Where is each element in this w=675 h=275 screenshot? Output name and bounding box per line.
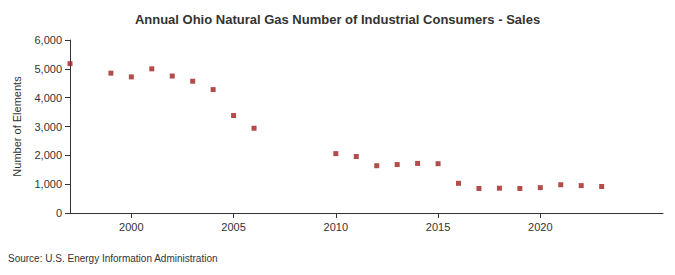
svg-text:4,000: 4,000 — [34, 92, 62, 104]
svg-text:6,000: 6,000 — [34, 34, 62, 46]
svg-text:Number of Elements: Number of Elements — [11, 76, 23, 177]
svg-text:2005: 2005 — [221, 221, 245, 233]
svg-text:3,000: 3,000 — [34, 121, 62, 133]
svg-text:2020: 2020 — [528, 221, 552, 233]
svg-text:2,000: 2,000 — [34, 149, 62, 161]
svg-text:1,000: 1,000 — [34, 178, 62, 190]
svg-text:0: 0 — [56, 207, 62, 219]
svg-text:Source: U.S. Energy Informatio: Source: U.S. Energy Information Administ… — [8, 253, 218, 264]
svg-text:2015: 2015 — [426, 221, 450, 233]
svg-text:Annual Ohio Natural Gas Number: Annual Ohio Natural Gas Number of Indust… — [135, 12, 540, 27]
svg-text:2010: 2010 — [324, 221, 348, 233]
svg-text:5,000: 5,000 — [34, 63, 62, 75]
svg-text:2000: 2000 — [119, 221, 143, 233]
